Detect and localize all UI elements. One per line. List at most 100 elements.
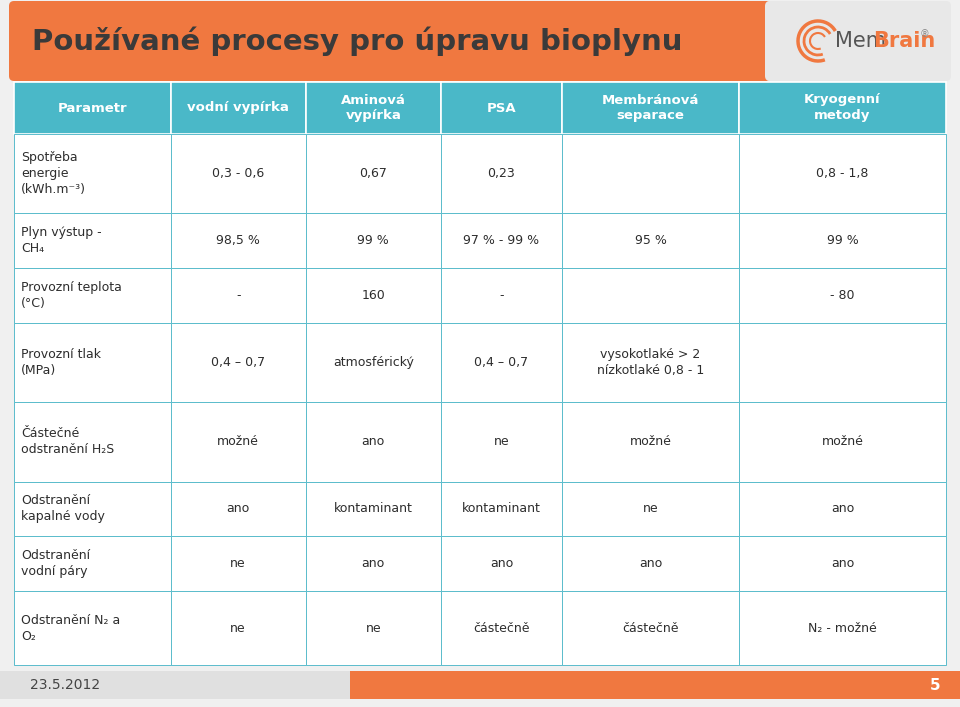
Bar xyxy=(305,537,441,591)
Text: možné: možné xyxy=(822,436,863,448)
Bar xyxy=(171,323,305,402)
Bar xyxy=(441,82,562,134)
Text: 5: 5 xyxy=(929,677,940,692)
Bar xyxy=(171,537,305,591)
Bar xyxy=(739,481,946,537)
Bar xyxy=(14,591,171,665)
Bar xyxy=(562,82,739,134)
Text: vodní vypírka: vodní vypírka xyxy=(187,102,289,115)
Bar xyxy=(562,402,739,481)
Bar xyxy=(171,214,305,268)
Bar xyxy=(739,537,946,591)
Text: ano: ano xyxy=(831,557,854,571)
Bar xyxy=(305,82,441,134)
Text: Spotřeba
energie
(kWh.m⁻³): Spotřeba energie (kWh.m⁻³) xyxy=(21,151,86,196)
Bar xyxy=(441,268,562,323)
Text: 0,3 - 0,6: 0,3 - 0,6 xyxy=(212,167,264,180)
Text: Provozní teplota
(°C): Provozní teplota (°C) xyxy=(21,281,122,310)
Text: 23.5.2012: 23.5.2012 xyxy=(30,678,100,692)
Text: Kryogenní
metody: Kryogenní metody xyxy=(804,93,881,122)
Text: 0,4 – 0,7: 0,4 – 0,7 xyxy=(474,356,529,369)
Text: 97 % - 99 %: 97 % - 99 % xyxy=(464,234,540,247)
Bar xyxy=(171,82,305,134)
Bar xyxy=(739,134,946,214)
Bar xyxy=(739,323,946,402)
Text: částečně: částečně xyxy=(473,621,530,635)
Text: 160: 160 xyxy=(361,289,385,302)
Text: ano: ano xyxy=(362,557,385,571)
Bar xyxy=(14,134,171,214)
Bar xyxy=(739,214,946,268)
Text: možné: možné xyxy=(217,436,259,448)
Bar xyxy=(305,402,441,481)
Text: možné: možné xyxy=(630,436,671,448)
Text: ne: ne xyxy=(366,621,381,635)
Text: 99 %: 99 % xyxy=(827,234,858,247)
Bar xyxy=(305,591,441,665)
Text: kontaminant: kontaminant xyxy=(334,503,413,515)
Text: ano: ano xyxy=(639,557,662,571)
Text: 99 %: 99 % xyxy=(357,234,389,247)
Bar xyxy=(441,323,562,402)
Bar xyxy=(739,402,946,481)
Bar xyxy=(739,268,946,323)
Bar xyxy=(350,671,960,699)
FancyBboxPatch shape xyxy=(9,1,771,81)
Bar xyxy=(441,591,562,665)
Text: Plyn výstup -
CH₄: Plyn výstup - CH₄ xyxy=(21,226,102,255)
Bar xyxy=(14,481,171,537)
Text: ano: ano xyxy=(362,436,385,448)
Text: Provozní tlak
(MPa): Provozní tlak (MPa) xyxy=(21,348,101,377)
Bar xyxy=(562,537,739,591)
Text: - 80: - 80 xyxy=(830,289,854,302)
Text: PSA: PSA xyxy=(487,102,516,115)
Text: -: - xyxy=(499,289,504,302)
Text: kontaminant: kontaminant xyxy=(462,503,540,515)
Text: Mem: Mem xyxy=(835,31,886,51)
Bar xyxy=(739,82,946,134)
Text: ne: ne xyxy=(493,436,509,448)
Text: Částečné
odstranění H₂S: Částečné odstranění H₂S xyxy=(21,428,114,457)
Text: 0,23: 0,23 xyxy=(488,167,516,180)
Text: ne: ne xyxy=(643,503,659,515)
Bar xyxy=(562,323,739,402)
Bar xyxy=(562,268,739,323)
Bar xyxy=(14,402,171,481)
Bar xyxy=(441,537,562,591)
Bar xyxy=(305,323,441,402)
Bar xyxy=(171,402,305,481)
Bar xyxy=(441,402,562,481)
Bar xyxy=(562,591,739,665)
Text: 0,67: 0,67 xyxy=(359,167,387,180)
Bar xyxy=(14,214,171,268)
Bar xyxy=(14,537,171,591)
Text: vysokotlaké > 2
nízkotlaké 0,8 - 1: vysokotlaké > 2 nízkotlaké 0,8 - 1 xyxy=(597,348,705,377)
Text: částečně: částečně xyxy=(622,621,679,635)
Bar xyxy=(0,671,960,699)
Text: Parametr: Parametr xyxy=(58,102,127,115)
Bar xyxy=(441,214,562,268)
Text: Brain: Brain xyxy=(873,31,935,51)
Bar xyxy=(14,82,171,134)
Bar xyxy=(739,591,946,665)
Bar xyxy=(305,268,441,323)
Text: Odstranění
vodní páry: Odstranění vodní páry xyxy=(21,549,90,578)
Bar xyxy=(441,134,562,214)
Text: atmosférický: atmosférický xyxy=(333,356,414,369)
Text: ne: ne xyxy=(230,557,246,571)
Text: ano: ano xyxy=(831,503,854,515)
Bar xyxy=(305,134,441,214)
Bar xyxy=(171,134,305,214)
Text: Membránová
separace: Membránová separace xyxy=(602,93,699,122)
Text: Aminová
vypírka: Aminová vypírka xyxy=(341,93,406,122)
Text: ®: ® xyxy=(920,29,929,39)
Text: -: - xyxy=(236,289,240,302)
Text: Používané procesy pro úpravu bioplynu: Používané procesy pro úpravu bioplynu xyxy=(32,26,683,56)
Text: ne: ne xyxy=(230,621,246,635)
Bar xyxy=(171,268,305,323)
Text: 0,4 – 0,7: 0,4 – 0,7 xyxy=(211,356,265,369)
Bar xyxy=(305,214,441,268)
Bar xyxy=(441,481,562,537)
Bar xyxy=(562,134,739,214)
Bar xyxy=(14,268,171,323)
